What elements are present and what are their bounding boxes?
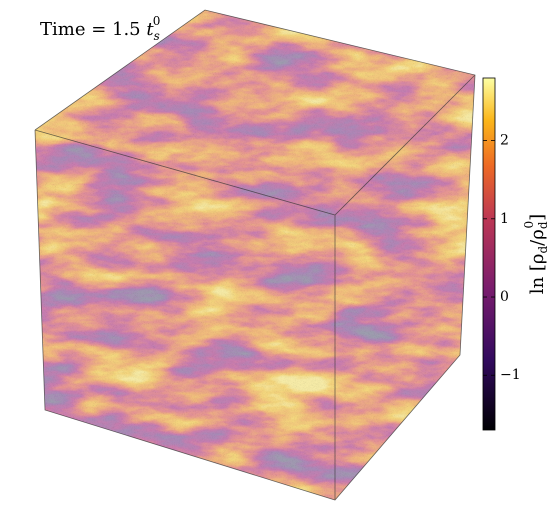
tick-label: 1 xyxy=(500,211,509,227)
label-part: /ρ xyxy=(527,229,548,246)
title-sub: s xyxy=(154,29,160,43)
tick-label: −1 xyxy=(500,367,521,383)
label-part: ln [ρ xyxy=(527,254,548,295)
tick-label: 2 xyxy=(500,133,509,149)
tick-label: 0 xyxy=(500,289,509,305)
label-sub: d xyxy=(536,221,550,229)
title-text: Time = 1.5 xyxy=(40,19,146,40)
title: Time = 1.5 ts0 xyxy=(40,14,160,43)
label-sub: d xyxy=(536,246,550,254)
title-sup: 0 xyxy=(153,14,161,28)
colorbar-label: ln [ρd/ρd0] xyxy=(522,214,550,294)
label-part: ] xyxy=(527,214,548,221)
title-var: t xyxy=(146,19,154,40)
colorbar xyxy=(482,77,496,431)
volume-render xyxy=(34,9,476,501)
label-sup: 0 xyxy=(522,221,536,229)
